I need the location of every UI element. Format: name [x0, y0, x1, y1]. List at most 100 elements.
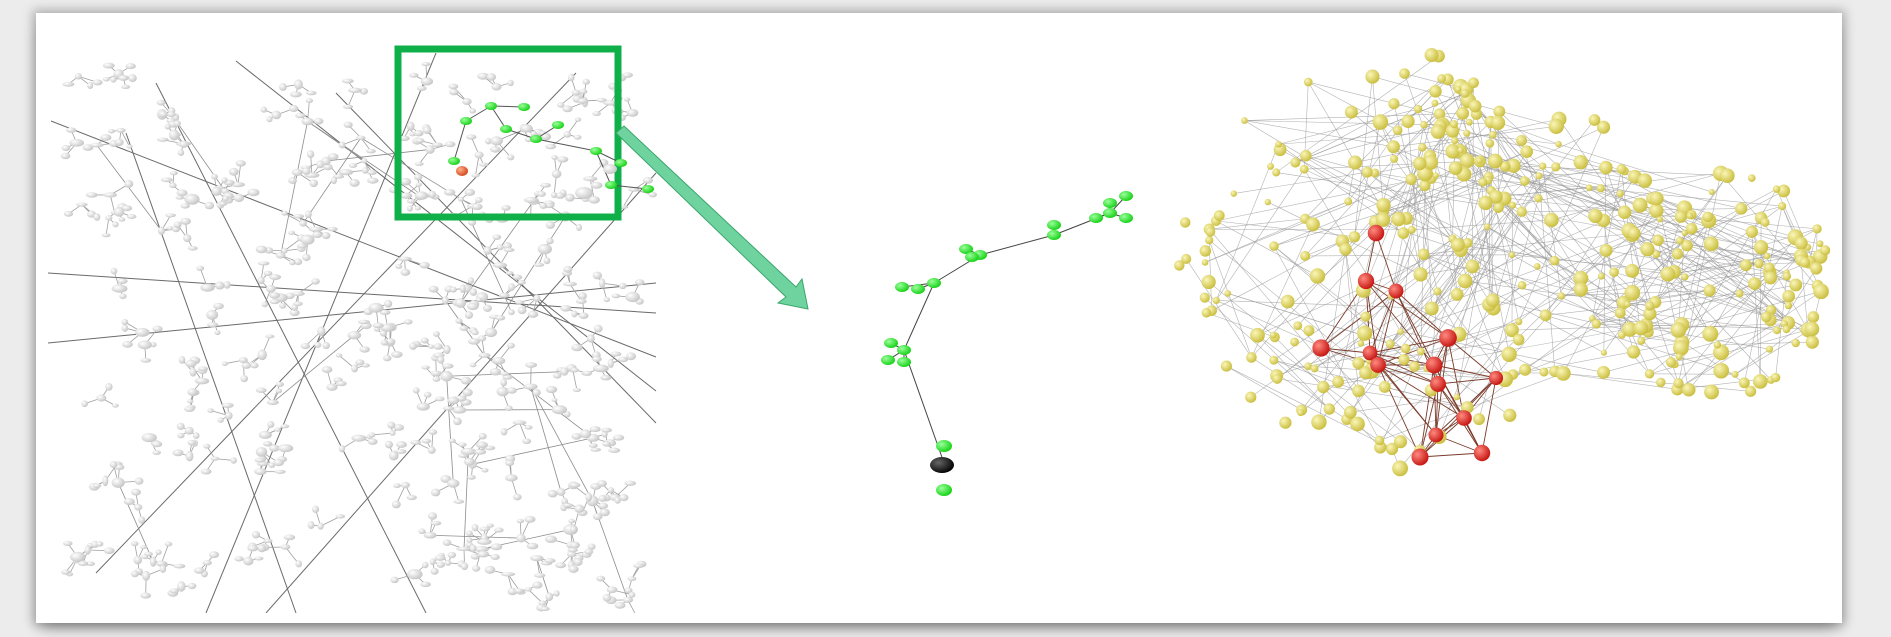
- network-node: [368, 302, 384, 313]
- network-node: [240, 375, 249, 383]
- graph-node: [1300, 149, 1312, 162]
- network-node: [356, 135, 366, 140]
- network-node: [608, 447, 621, 453]
- network-node: [469, 362, 477, 368]
- graph-edge: [1185, 258, 1252, 358]
- network-node: [263, 270, 273, 277]
- graph-node: [1772, 185, 1781, 193]
- graph-node: [1352, 384, 1365, 398]
- network-node: [233, 193, 245, 203]
- network-node: [260, 106, 268, 113]
- graph-node: [1385, 442, 1399, 456]
- network-edge: [160, 543, 169, 564]
- network-node: [335, 353, 343, 358]
- graph-node: [1272, 373, 1283, 384]
- network-node: [526, 542, 539, 550]
- graph-edge: [1215, 220, 1318, 277]
- graph-edge: [1466, 132, 1559, 145]
- network-node: [467, 302, 479, 311]
- graph-node: [1348, 231, 1361, 243]
- network-node: [560, 367, 569, 376]
- graph-node: [1681, 229, 1688, 237]
- network-node: [475, 196, 483, 204]
- network-node: [269, 274, 282, 280]
- network-node: [173, 221, 182, 229]
- graph-edge: [1438, 304, 1490, 437]
- network-node: [288, 230, 296, 235]
- network-node: [414, 161, 424, 166]
- graph-edge: [1393, 146, 1492, 191]
- network-node: [266, 399, 279, 406]
- graph-edge: [1419, 383, 1439, 458]
- graph-node: [1627, 227, 1641, 240]
- network-edge: [530, 386, 562, 493]
- network-node: [427, 512, 438, 520]
- graph-node: [1365, 69, 1380, 84]
- graph-edge: [1369, 290, 1397, 354]
- graph-node: [1246, 352, 1257, 363]
- graph-edge: [1655, 208, 1742, 303]
- network-node: [476, 538, 492, 545]
- network-node: [207, 322, 219, 328]
- network-node: [582, 370, 593, 376]
- network-node: [409, 72, 419, 78]
- network-node: [414, 191, 429, 200]
- graph-node: [1468, 99, 1482, 113]
- graph-node: [1445, 143, 1461, 159]
- graph-edge: [1277, 378, 1468, 408]
- network-node: [63, 210, 74, 217]
- graph-node: [1599, 243, 1613, 257]
- network-node: [540, 606, 550, 612]
- network-node: [406, 121, 415, 131]
- graph-node: [1708, 188, 1715, 196]
- network-node: [210, 456, 220, 461]
- network-node: [576, 223, 583, 232]
- network-node: [524, 515, 536, 523]
- network-node: [618, 282, 627, 290]
- network-node: [397, 256, 412, 262]
- graph-node: [1375, 212, 1391, 227]
- network-node: [614, 602, 626, 609]
- graph-node: [1731, 370, 1739, 378]
- network-node: [384, 440, 394, 449]
- graph-edge: [1605, 228, 1692, 251]
- graph-node: [1453, 393, 1461, 401]
- graph-node: [1804, 321, 1820, 337]
- network-node: [115, 138, 124, 146]
- network-node: [537, 191, 546, 197]
- graph-edge: [1400, 331, 1422, 352]
- network-edge: [285, 546, 300, 565]
- graph-node: [1478, 177, 1488, 187]
- network-node: [126, 214, 137, 219]
- graph-edge: [1406, 126, 1604, 219]
- network-node: [570, 367, 579, 373]
- graph-edge: [1308, 365, 1506, 380]
- graph-node: [1213, 210, 1225, 221]
- network-node: [281, 247, 288, 254]
- network-node: [436, 561, 446, 568]
- network-node: [335, 514, 346, 519]
- graph-node: [1397, 328, 1404, 335]
- network-node: [455, 318, 463, 324]
- network-node: [574, 504, 585, 513]
- network-edge: [463, 451, 469, 549]
- graph-edge: [1354, 76, 1373, 237]
- network-node: [603, 296, 611, 303]
- graph-node: [1616, 190, 1624, 198]
- network-node: [265, 284, 276, 293]
- graph-node: [1424, 301, 1439, 316]
- graph-edge: [1300, 381, 1339, 413]
- network-node: [478, 162, 489, 167]
- graph-edge: [1411, 219, 1552, 231]
- network-node: [418, 528, 426, 535]
- subtree-node: [911, 284, 925, 294]
- network-node: [486, 523, 494, 528]
- graph-edge: [1474, 105, 1540, 177]
- network-node: [556, 488, 566, 496]
- highlighted-node: [1439, 329, 1457, 347]
- network-node: [596, 575, 606, 582]
- graph-edge: [1545, 293, 1740, 316]
- network-node: [416, 85, 427, 91]
- graph-node: [1230, 190, 1238, 197]
- network-edge: [528, 589, 543, 604]
